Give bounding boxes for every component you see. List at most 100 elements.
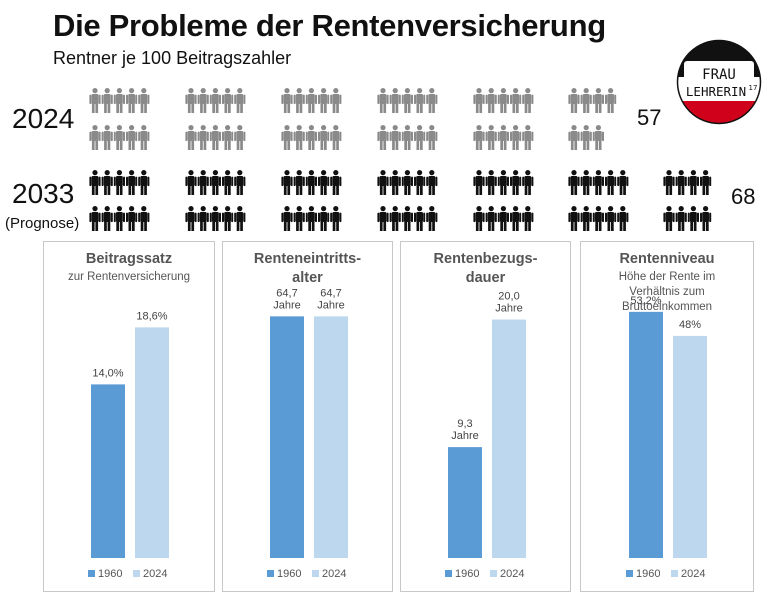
person-icon	[426, 88, 438, 113]
person-icon	[185, 170, 197, 195]
person-icon	[522, 170, 534, 195]
person-icon	[510, 206, 522, 231]
legend-swatch	[445, 570, 452, 577]
person-icon	[197, 170, 209, 195]
person-icon	[522, 88, 534, 113]
person-icon	[510, 88, 522, 113]
person-icon	[234, 170, 246, 195]
person-icon	[113, 206, 125, 231]
legend-label: 2024	[500, 568, 524, 580]
person-icon	[522, 206, 534, 231]
person-icon	[414, 170, 426, 195]
person-icon	[185, 88, 197, 113]
person-icon	[293, 170, 305, 195]
person-icon	[126, 88, 138, 113]
person-icon	[426, 170, 438, 195]
legend-swatch	[88, 570, 95, 577]
bar-1960	[629, 311, 663, 558]
person-icon	[700, 206, 712, 231]
person-icon	[568, 88, 580, 113]
legend-swatch	[312, 570, 319, 577]
chart-panel-renteneintrittsalter: 64,7 Jahre 64,7 Jahre 1960 2024 Renteneintrit…	[222, 241, 393, 592]
person-icon	[377, 170, 389, 195]
person-icon	[617, 206, 629, 231]
person-icon	[580, 125, 592, 150]
person-icon	[197, 125, 209, 150]
person-icon	[401, 125, 413, 150]
person-icon	[222, 125, 234, 150]
person-icon	[281, 206, 293, 231]
person-icon	[209, 170, 221, 195]
person-icon	[222, 170, 234, 195]
person-icon	[510, 170, 522, 195]
person-icon	[687, 170, 699, 195]
year-label-2033: 2033	[12, 178, 75, 209]
bar-value-label: 64,7	[276, 287, 297, 299]
person-icon	[426, 125, 438, 150]
person-icon	[305, 88, 317, 113]
person-icon	[126, 170, 138, 195]
person-icon	[318, 125, 330, 150]
person-icon	[414, 125, 426, 150]
bar-1960	[270, 316, 304, 558]
person-icon	[389, 170, 401, 195]
bar-2024	[135, 327, 169, 558]
person-icon	[473, 206, 485, 231]
person-icon	[89, 170, 101, 195]
person-icon	[234, 88, 246, 113]
person-icon	[497, 170, 509, 195]
person-icon	[330, 170, 342, 195]
person-icon	[89, 125, 101, 150]
person-icon	[281, 170, 293, 195]
legend-label: 1960	[277, 568, 301, 580]
legend-label: 1960	[98, 568, 122, 580]
person-icon	[293, 88, 305, 113]
bar-value-label: 20,0	[498, 291, 519, 303]
person-icon	[197, 88, 209, 113]
year-label-2024: 2024	[12, 103, 75, 134]
person-icon	[401, 170, 413, 195]
person-icon	[101, 88, 113, 113]
bar-2024	[314, 316, 348, 558]
person-icon	[522, 125, 534, 150]
person-icon	[568, 206, 580, 231]
person-icon	[138, 88, 150, 113]
chart-subtitle: zur Rentenversicherung	[67, 271, 191, 283]
chart-subtitle: Höhe der Rente im Verhältnis zum Bruttoe…	[618, 271, 716, 313]
chart-panel-rentenniveau: 53,2% 48% 1960 2024 Rentenniveau Höhe der R…	[580, 241, 754, 592]
person-icon	[209, 88, 221, 113]
person-icon	[473, 125, 485, 150]
person-icon	[293, 206, 305, 231]
person-icon	[126, 125, 138, 150]
person-icon	[377, 88, 389, 113]
count-2024: 57	[637, 105, 662, 130]
bar-value-label: 9,3	[457, 418, 472, 430]
person-icon	[592, 125, 604, 150]
person-icon	[580, 206, 592, 231]
person-icon	[185, 125, 197, 150]
person-icon	[234, 125, 246, 150]
legend-label: 1960	[636, 568, 660, 580]
person-icon	[138, 125, 150, 150]
person-icon	[592, 88, 604, 113]
chart-beitragssatz: 14,0% 18,6% 1960 2024	[88, 310, 169, 580]
person-icon	[377, 206, 389, 231]
person-icon	[197, 206, 209, 231]
person-icon	[281, 88, 293, 113]
person-icon	[138, 170, 150, 195]
person-icon	[222, 206, 234, 231]
person-icon	[305, 170, 317, 195]
svg-text:FRAU: FRAU	[702, 67, 736, 83]
legend-swatch	[267, 570, 274, 577]
chart-title: Rentenniveau	[619, 251, 715, 267]
person-icon	[330, 125, 342, 150]
person-icon	[485, 88, 497, 113]
person-icon	[605, 170, 617, 195]
person-icon	[113, 125, 125, 150]
person-icon	[663, 170, 675, 195]
bar-1960	[448, 447, 482, 558]
person-icon	[592, 170, 604, 195]
chart-panel-rentenbezugsdauer: 9,3 Jahre 20,0 Jahre 1960 2024 Rentenbezugs- …	[400, 241, 571, 592]
person-icon	[330, 206, 342, 231]
